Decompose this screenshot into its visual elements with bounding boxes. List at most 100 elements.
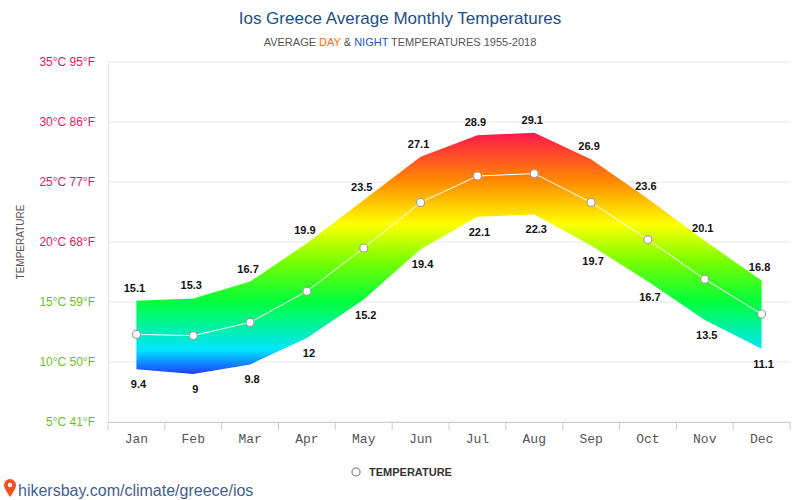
subtitle-part: & <box>341 36 354 48</box>
series-marker <box>758 310 766 318</box>
x-separator <box>164 422 165 430</box>
x-separator <box>221 422 222 430</box>
subtitle-part: TEMPERATURES 1955-2018 <box>388 36 536 48</box>
y-axis-line <box>108 63 109 423</box>
x-tick-label: Dec <box>750 432 773 447</box>
grid-line <box>108 62 790 63</box>
low-label: 11.1 <box>753 358 774 370</box>
x-separator <box>790 422 791 430</box>
x-tick: Jun <box>409 422 432 447</box>
y-tick: 10°C 50°F <box>39 355 108 369</box>
x-tick-label: Feb <box>182 432 205 447</box>
low-label: 9.8 <box>244 373 259 385</box>
legend: TEMPERATURE <box>352 466 452 478</box>
high-label: 26.9 <box>578 140 599 152</box>
high-label: 29.1 <box>522 114 543 126</box>
x-separator <box>619 422 620 430</box>
x-tick: Nov <box>693 422 717 447</box>
y-tick: 35°C 95°F <box>39 55 108 69</box>
x-tick-label: Aug <box>523 432 546 447</box>
high-label: 23.6 <box>635 180 656 192</box>
high-label: 15.1 <box>124 282 145 294</box>
y-tick: 30°C 86°F <box>39 115 108 129</box>
y-tick-label: 20°C 68°F <box>39 235 95 249</box>
y-axis: 5°C 41°F 10°C 50°F 15°C 59°F 20°C 68°F 25°C … <box>39 55 108 429</box>
x-separator <box>676 422 677 430</box>
low-label: 19.4 <box>412 258 434 270</box>
high-label: 20.1 <box>692 222 713 234</box>
x-axis: Jan Feb Mar Apr May Jun Jul Aug Sep Oct Nov Dec <box>109 422 791 447</box>
series-marker <box>132 330 140 338</box>
y-tick-label: 10°C 50°F <box>39 355 95 369</box>
low-label: 16.7 <box>639 291 660 303</box>
series-marker <box>530 170 538 178</box>
low-label: 22.1 <box>469 226 490 238</box>
y-tick: 25°C 77°F <box>39 175 108 189</box>
x-separator <box>733 422 734 430</box>
y-tick: 15°C 59°F <box>39 295 108 309</box>
high-label: 16.7 <box>237 263 258 275</box>
x-tick-label: Jun <box>409 432 432 447</box>
series-marker <box>189 332 197 340</box>
series-marker <box>473 172 481 180</box>
x-separator <box>392 422 393 430</box>
high-label: 28.9 <box>465 116 486 128</box>
low-label: 13.5 <box>696 329 717 341</box>
x-tick: Feb <box>182 422 205 447</box>
series-marker <box>644 236 652 244</box>
x-tick-label: Nov <box>693 432 717 447</box>
day-night-band <box>136 133 761 374</box>
grid <box>108 62 790 422</box>
series-marker <box>587 198 595 206</box>
high-label: 27.1 <box>408 138 429 150</box>
series-marker <box>246 318 254 326</box>
x-tick-label: Sep <box>579 432 602 447</box>
x-separators <box>108 422 790 430</box>
y-tick-label: 5°C 41°F <box>46 415 95 429</box>
source-text: hikersbay.com/climate/greece/ios <box>18 482 253 499</box>
x-tick: Jul <box>466 422 490 447</box>
y-tick-label: 25°C 77°F <box>39 175 95 189</box>
series-marker <box>701 275 709 283</box>
high-label: 19.9 <box>294 224 315 236</box>
legend-marker <box>352 468 360 476</box>
title: Ios Greece Average Monthly Temperatures <box>239 9 562 28</box>
series-marker <box>303 287 311 295</box>
x-separator <box>278 422 279 430</box>
x-separator <box>562 422 563 430</box>
x-tick: Mar <box>238 422 261 447</box>
x-tick-label: Apr <box>295 432 318 447</box>
y-tick-label: 30°C 86°F <box>39 115 95 129</box>
low-label: 9.4 <box>131 378 147 390</box>
y-tick: 20°C 68°F <box>39 235 108 249</box>
y-tick: 5°C 41°F <box>46 415 108 429</box>
chart: Ios Greece Average Monthly Temperatures A… <box>0 0 800 500</box>
low-label: 12 <box>303 347 315 359</box>
grid-line <box>108 122 790 123</box>
subtitle-part: AVERAGE <box>264 36 319 48</box>
plot-area <box>132 133 765 374</box>
source: hikersbay.com/climate/greece/ios <box>4 479 253 499</box>
series-marker <box>360 244 368 252</box>
y-axis-title: TEMPERATURE <box>15 204 26 279</box>
x-tick: Dec <box>750 422 773 447</box>
subtitle-part: DAY <box>319 36 341 48</box>
subtitle: AVERAGE DAY & NIGHT TEMPERATURES 1955-20… <box>264 36 537 48</box>
data-labels: 15.115.316.719.923.527.128.929.126.923.6… <box>124 114 774 395</box>
y-tick-label: 15°C 59°F <box>39 295 95 309</box>
x-separator <box>108 422 109 430</box>
x-tick-label: Jan <box>125 432 148 447</box>
series-line <box>136 174 761 336</box>
subtitle-part: NIGHT <box>354 36 389 48</box>
x-tick: Aug <box>523 422 546 447</box>
high-label: 15.3 <box>181 279 202 291</box>
low-label: 15.2 <box>355 309 376 321</box>
x-tick-label: Oct <box>636 432 659 447</box>
x-tick: Apr <box>295 422 318 447</box>
x-tick-label: Mar <box>238 432 261 447</box>
high-label: 16.8 <box>749 261 770 273</box>
x-separator <box>505 422 506 430</box>
x-tick-label: May <box>352 432 376 447</box>
x-tick: Jan <box>125 422 148 447</box>
x-tick: May <box>352 422 376 447</box>
